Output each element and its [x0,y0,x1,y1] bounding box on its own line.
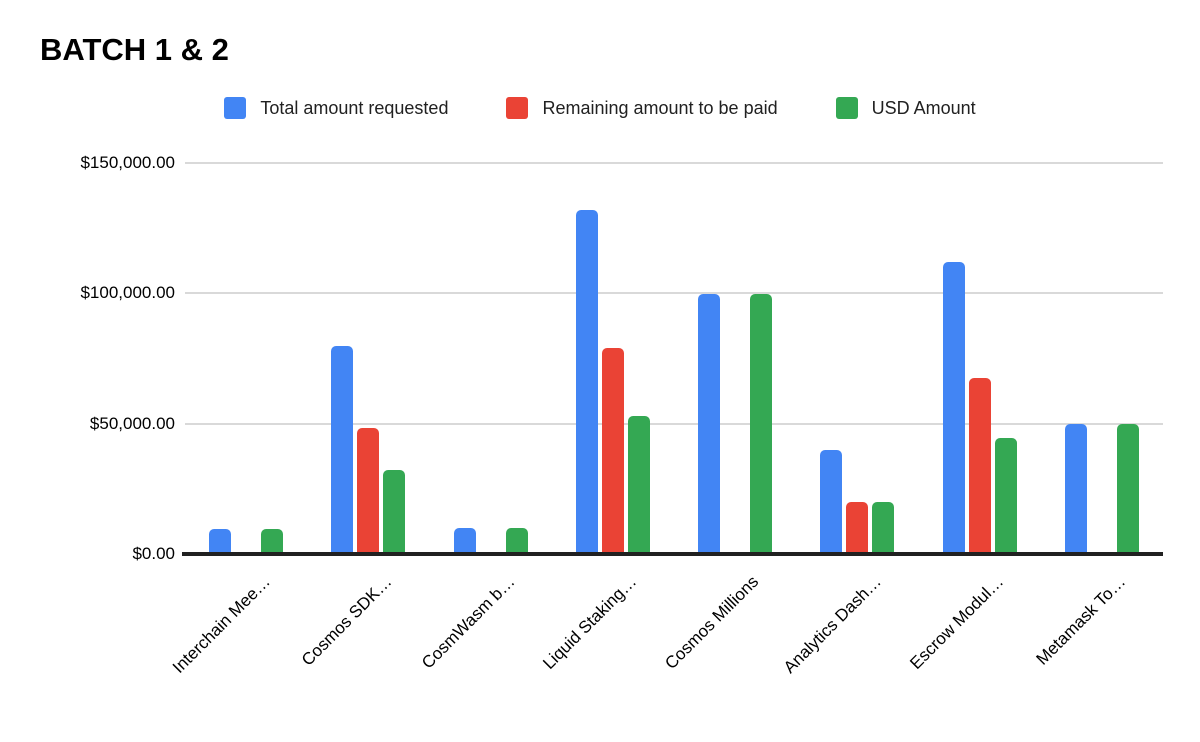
x-tick-cell: Cosmos Millions [662,560,796,735]
x-tick-label-cosmos-millions: Cosmos Millions [661,572,763,673]
gridline-150000 [185,162,1163,164]
bar-total-amount-requested-metamask-to[interactable] [1064,424,1087,554]
bar-group-escrow-modul [919,163,1041,554]
bar-group-metamask-to [1041,163,1163,554]
chart-title: BATCH 1 & 2 [40,32,229,67]
bar-usd-amount-escrow-modul[interactable] [994,437,1017,554]
bar-remaining-amount-to-be-paid-cosmos-sdk[interactable] [357,428,380,554]
y-tick-label-150000: $150,000.00 [80,153,175,172]
gridline-50000 [185,422,1163,425]
bar-group-interchain-mee [185,163,307,554]
x-tick-cell: Liquid Staking… [539,560,674,735]
bar-remaining-amount-to-be-paid-escrow-modul[interactable] [968,378,991,554]
x-tick-label-cosmwasm-b: CosmWasm b… [417,572,519,673]
legend: Total amount requested Remaining amount … [0,97,1200,119]
x-tick-label-escrow-modul: Escrow Modul… [906,572,1008,673]
bar-usd-amount-cosmwasm-b[interactable] [505,527,528,554]
bar-total-amount-requested-escrow-modul[interactable] [942,262,965,554]
bar-remaining-amount-to-be-paid-analytics-dash[interactable] [846,501,869,554]
y-tick-label-50000: $50,000.00 [89,413,175,433]
bar-total-amount-requested-cosmwasm-b[interactable] [453,527,476,554]
x-tick-label-metamask-to: Metamask To… [1032,572,1130,669]
legend-item-remaining-amount[interactable]: Remaining amount to be paid [506,97,778,119]
x-tick-label-analytics-dash: Analytics Dash… [779,572,885,677]
y-tick-label-100000: $100,000.00 [80,283,175,303]
bar-total-amount-requested-liquid-staking[interactable] [575,210,598,554]
bar-total-amount-requested-cosmos-sdk[interactable] [331,346,354,554]
x-tick-cell: Analytics Dash… [780,560,918,735]
x-tick-label-interchain-mee: Interchain Mee… [168,572,274,677]
bar-group-analytics-dash [796,163,918,554]
x-tick-label-cosmos-sdk: Cosmos SDK… [298,572,396,670]
bar-total-amount-requested-interchain-mee[interactable] [209,529,232,554]
bar-usd-amount-liquid-staking[interactable] [627,416,650,554]
bar-usd-amount-cosmos-millions[interactable] [750,294,773,554]
legend-item-total-amount-requested[interactable]: Total amount requested [224,97,448,119]
bar-usd-amount-metamask-to[interactable] [1116,424,1139,554]
bar-group-cosmos-sdk [307,163,429,554]
x-axis-line [182,552,1163,556]
plot-area [182,162,1163,556]
y-tick-label-0: $0.00 [132,544,175,563]
x-tick-cell: Metamask To… [1033,560,1163,735]
x-tick-cell: Cosmos SDK… [298,560,429,735]
legend-swatch-green [835,97,858,119]
bar-group-liquid-staking [552,163,674,554]
bar-usd-amount-analytics-dash[interactable] [872,501,895,554]
plot-groups [185,163,1163,554]
gridline-100000 [185,292,1163,295]
bar-group-cosmwasm-b [430,163,552,554]
y-axis-labels: $150,000.00 $100,000.00 $50,000.00 $0.00 [0,153,175,563]
legend-swatch-red [506,97,529,119]
x-tick-label-liquid-staking: Liquid Staking… [539,572,641,673]
x-axis-labels: Interchain Mee… Cosmos SDK… CosmWasm b… Liq… [169,560,1163,735]
x-tick-cell: Escrow Modul… [906,560,1041,735]
legend-swatch-blue [224,97,247,119]
bar-total-amount-requested-analytics-dash[interactable] [820,449,843,554]
bar-remaining-amount-to-be-paid-liquid-staking[interactable] [601,347,624,554]
x-tick-cell: CosmWasm b… [418,560,552,735]
bar-usd-amount-cosmos-sdk[interactable] [383,470,406,554]
bar-usd-amount-interchain-mee[interactable] [261,529,284,554]
legend-item-usd-amount[interactable]: USD Amount [835,97,976,119]
legend-label: Remaining amount to be paid [542,97,778,118]
legend-label: Total amount requested [260,97,449,118]
bar-group-cosmos-millions [674,163,796,554]
x-tick-cell: Interchain Mee… [169,560,307,735]
bar-total-amount-requested-cosmos-millions[interactable] [698,294,721,554]
legend-label: USD Amount [871,97,976,118]
